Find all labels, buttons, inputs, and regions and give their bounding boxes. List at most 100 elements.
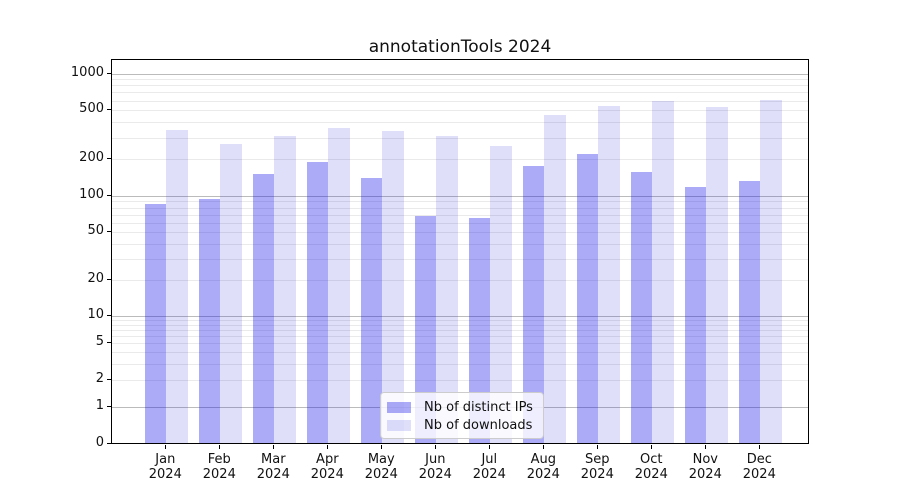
y-tick [107,315,111,316]
bar-downloads [166,129,188,443]
x-tick-month: Jun [425,452,446,467]
minor-gridline [112,110,808,112]
minor-gridline [112,324,808,326]
x-tick-month: Sep [585,452,610,467]
y-tick [107,158,111,160]
major-gridline [112,73,808,75]
legend-swatch [387,401,411,413]
bar-downloads [706,106,728,443]
minor-gridline [112,100,808,102]
minor-gridline [112,352,808,354]
x-tick-month: Nov [692,452,718,467]
legend: Nb of distinct IPs Nb of downloads [380,392,544,439]
x-tick-month: May [367,452,395,467]
y-tick-label: 200 [79,150,104,166]
x-tick-label: Jan 2024 [135,452,195,482]
x-tick-year: 2024 [364,467,398,482]
y-tick [107,109,111,111]
x-tick-year: 2024 [526,467,560,482]
bar-distinct-ips [414,216,437,443]
minor-gridline [112,214,808,216]
x-tick [650,445,652,449]
bar-downloads [436,136,458,443]
y-tick-label: 1 [95,398,104,413]
y-tick [107,72,111,74]
minor-gridline [112,279,808,281]
minor-gridline [112,336,808,338]
y-tick-label: 10 [87,307,104,322]
x-tick [434,445,436,449]
bar-downloads [544,115,566,443]
y-tick [107,231,111,233]
x-tick-year: 2024 [418,467,452,482]
y-tick [107,443,111,444]
x-tick-year: 2024 [688,467,722,482]
x-tick [596,445,598,449]
y-tick [107,378,111,380]
bar-downloads [220,144,242,443]
bar-distinct-ips [144,203,167,443]
legend-item: Nb of distinct IPs [387,399,535,415]
bar-distinct-ips [630,172,653,443]
x-tick-label: Aug 2024 [513,452,573,482]
bar-distinct-ips [576,154,599,443]
x-tick-year: 2024 [742,467,776,482]
y-tick-label: 2 [95,370,104,386]
bar-distinct-ips [198,199,221,443]
x-tick-month: Oct [640,452,663,467]
y-tick [107,342,111,344]
x-tick [380,445,382,449]
y-tick [107,195,111,196]
bar-distinct-ips [360,178,383,443]
x-tick [542,445,544,449]
legend-label: Nb of distinct IPs [424,399,533,415]
minor-gridline [112,222,808,224]
minor-gridline [112,379,808,381]
minor-gridline [112,92,808,94]
y-tick [107,278,111,280]
legend-item: Nb of downloads [387,417,535,433]
x-tick-label: Jun 2024 [405,452,465,482]
bar-downloads [652,100,674,443]
bar-downloads [274,136,296,443]
x-tick-year: 2024 [148,467,182,482]
bar-downloads [598,105,620,443]
minor-gridline [112,207,808,209]
x-tick-year: 2024 [310,467,344,482]
major-gridline [112,316,808,317]
x-tick-label: Apr 2024 [297,452,357,482]
x-tick-month: Dec [746,452,772,467]
plot-area [111,59,809,444]
minor-gridline [112,330,808,332]
y-tick-label: 50 [87,223,104,239]
bar-downloads [760,99,782,443]
minor-gridline [112,85,808,87]
minor-gridline [112,343,808,345]
bar-downloads [382,131,404,443]
bar-distinct-ips [468,217,491,443]
legend-label: Nb of downloads [424,417,533,433]
x-tick-month: Aug [530,452,556,467]
x-tick-year: 2024 [634,467,668,482]
x-tick-label: Nov 2024 [675,452,735,482]
minor-gridline [112,320,808,322]
x-tick-year: 2024 [580,467,614,482]
minor-gridline [112,258,808,260]
y-tick-label: 1000 [70,64,104,80]
x-tick-month: Jan [155,452,176,467]
minor-gridline [112,79,808,81]
x-tick-year: 2024 [202,467,236,482]
x-tick-year: 2024 [472,467,506,482]
x-tick [758,445,760,449]
minor-gridline [112,201,808,203]
y-tick-label: 5 [95,334,104,350]
x-tick [704,445,706,449]
bar-distinct-ips [684,186,707,443]
x-tick-label: Oct 2024 [621,452,681,482]
x-tick-month: Feb [207,452,231,467]
x-tick [164,445,166,449]
x-tick-label: Sep 2024 [567,452,627,482]
x-tick-month: Mar [261,452,286,467]
x-tick-month: Apr [316,452,339,467]
